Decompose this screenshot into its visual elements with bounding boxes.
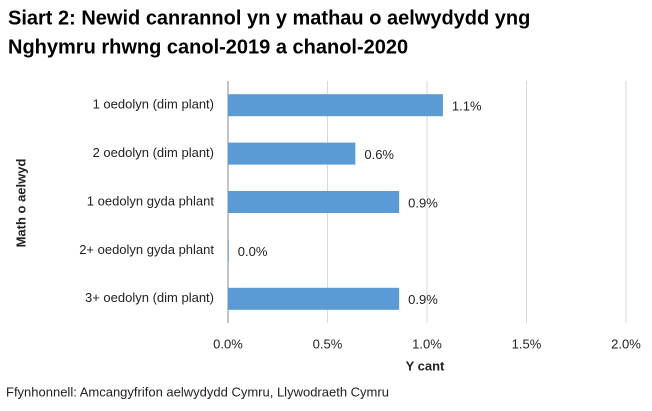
x-tick-label: 1.0%	[412, 336, 442, 351]
value-label: 0.6%	[364, 147, 394, 162]
bar	[228, 142, 356, 165]
chart-title: Siart 2: Newid canrannol yn y mathau o a…	[8, 7, 530, 29]
source: Ffynhonnell: Amcangyfrifon aelwydydd Cym…	[6, 384, 389, 399]
value-label: 0.9%	[408, 195, 438, 210]
bar	[228, 239, 229, 262]
y-tick-label: 2 oedolyn (dim plant)	[93, 145, 214, 160]
y-tick-label: 3+ oedolyn (dim plant)	[85, 290, 214, 305]
bar	[228, 287, 400, 310]
y-tick-label: 1 oedolyn (dim plant)	[93, 97, 214, 112]
value-label: 0.0%	[238, 244, 268, 259]
y-tick-label: 1 oedolyn gyda phlant	[87, 193, 215, 208]
x-tick-label: 2.0%	[611, 336, 641, 351]
value-label: 0.9%	[408, 292, 438, 307]
chart-title: Nghymru rhwng canol-2019 a chanol-2020	[8, 36, 408, 58]
x-tick-label: 0.5%	[313, 336, 343, 351]
y-tick-label: 2+ oedolyn gyda phlant	[79, 242, 214, 257]
x-tick-label: 1.5%	[512, 336, 542, 351]
x-axis-label: Y cant	[406, 358, 445, 373]
value-label: 1.1%	[452, 99, 482, 114]
y-axis-label: Math o aelwyd	[13, 159, 28, 248]
x-tick-label: 0.0%	[213, 336, 243, 351]
bar	[228, 191, 400, 213]
bar	[228, 94, 443, 117]
